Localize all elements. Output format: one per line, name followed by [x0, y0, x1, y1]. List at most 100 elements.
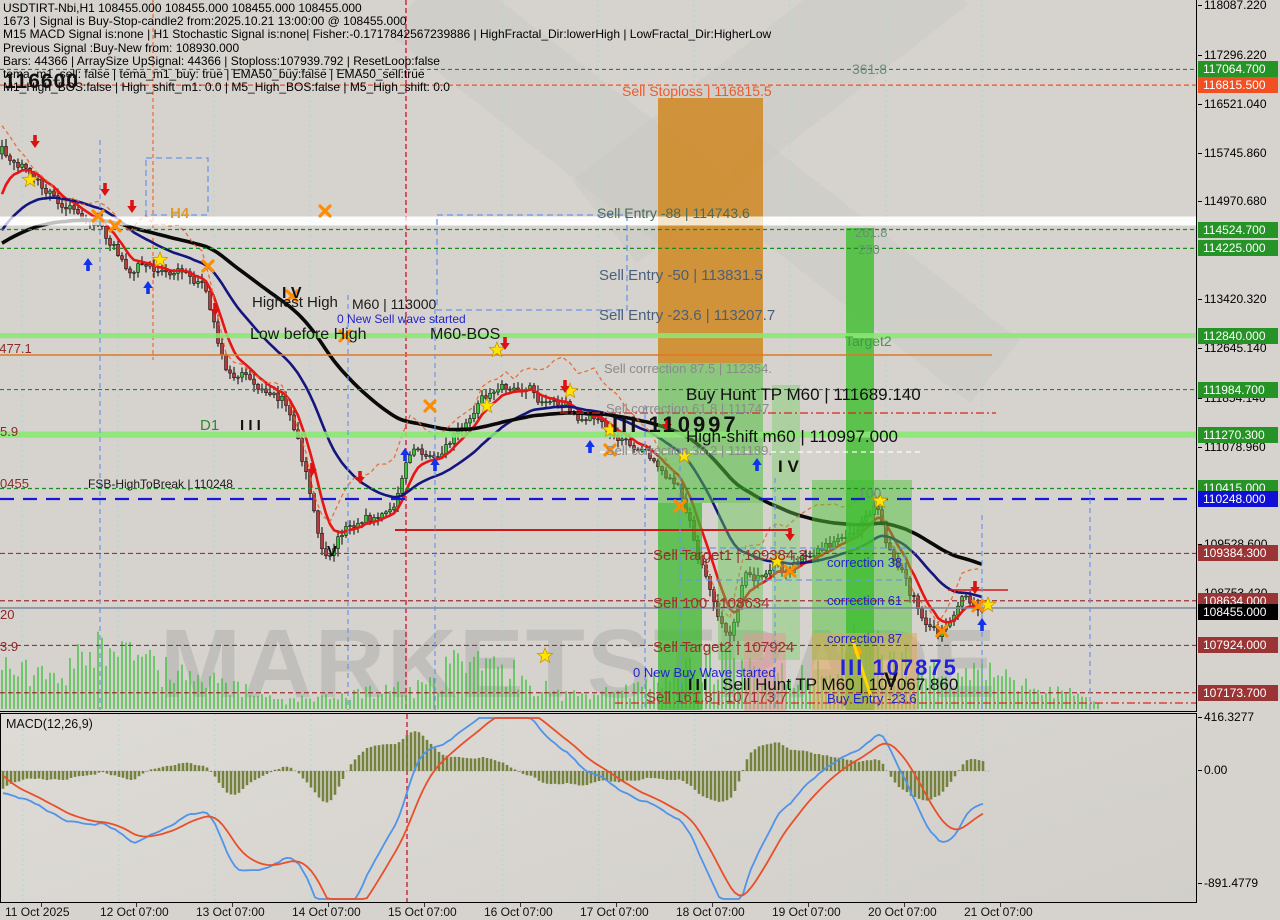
macd-histogram-bar — [817, 754, 821, 771]
info-line: Bars: 44366 | ArraySize UpSignal: 44366 … — [3, 53, 440, 68]
price-axis-badge-red: 109384.300 — [1198, 545, 1278, 562]
macd-histogram-bar — [865, 760, 869, 771]
macd-histogram-bar — [561, 771, 565, 785]
macd-histogram-bar — [545, 771, 549, 784]
macd-histogram-bar — [981, 761, 985, 771]
macd-histogram-bar — [181, 763, 185, 771]
macd-histogram-bar — [69, 771, 73, 778]
info-line: tema_m1_sell: false | tema_m1_buy: true … — [3, 67, 425, 82]
macd-histogram-bar — [517, 771, 521, 772]
info-line: 1673 | Signal is Buy-Stop-candle2 from:2… — [3, 14, 407, 29]
macd-histogram-bar — [565, 771, 569, 784]
macd-histogram-bar — [825, 755, 829, 771]
star-marker — [601, 420, 619, 438]
macd-histogram-bar — [21, 771, 25, 780]
macd-histogram-bar — [729, 771, 733, 798]
macd-histogram-bar — [757, 746, 761, 771]
macd-histogram-bar — [977, 760, 981, 771]
macd-histogram-bar — [401, 738, 405, 771]
buy-arrow-icon — [752, 458, 762, 471]
macd-histogram-bar — [917, 771, 921, 799]
price-axis-badge-green: 117064.700 — [1198, 61, 1278, 78]
macd-histogram-bar — [349, 764, 353, 771]
macd-histogram-bar — [569, 771, 573, 784]
macd-histogram-bar — [253, 771, 257, 780]
macd-histogram-bar — [425, 739, 429, 771]
macd-histogram-bar — [65, 771, 69, 780]
macd-value-axis: 416.3277 0.00 -891.4779 — [1197, 710, 1280, 903]
macd-histogram-bar — [889, 771, 893, 777]
sell-arrow-icon — [307, 463, 317, 476]
macd-histogram-bar — [473, 758, 477, 771]
macd-histogram-bar — [137, 771, 141, 777]
macd-histogram-bar — [933, 771, 937, 797]
macd-histogram-bar — [581, 771, 585, 786]
price-axis-label: 118087.220 — [1198, 0, 1267, 13]
x-marker — [108, 219, 122, 233]
info-line: Previous Signal :Buy-New from: 108930.00… — [3, 40, 240, 55]
macd-histogram-bar — [385, 744, 389, 771]
macd-histogram-bar — [221, 771, 225, 788]
macd-histogram-bar — [465, 758, 469, 771]
x-marker — [673, 499, 687, 513]
star-marker — [675, 446, 693, 464]
star-marker — [536, 646, 554, 664]
macd-histogram-bar — [673, 771, 677, 781]
macd-histogram-bar — [301, 771, 305, 779]
macd-histogram-bar — [205, 767, 209, 771]
macd-histogram-bar — [233, 771, 237, 795]
macd-histogram-bar — [109, 771, 113, 776]
macd-histogram-bar — [117, 771, 121, 777]
signal-markers — [21, 135, 997, 701]
x-marker — [935, 624, 949, 638]
macd-panel[interactable]: MACD(12,26,9) — [0, 713, 1197, 903]
macd-histogram-bar — [481, 756, 485, 771]
macd-histogram-bar — [405, 734, 409, 771]
price-chart-canvas[interactable] — [0, 0, 1197, 712]
big-price-label: 116600 — [4, 70, 79, 93]
macd-histogram-bar — [857, 761, 861, 771]
x-marker — [91, 209, 105, 223]
info-line: M15 MACD Signal is:none | H1 Stochastic … — [3, 27, 772, 42]
macd-histogram-bar — [797, 750, 801, 771]
macd-histogram-bar — [469, 758, 473, 771]
macd-histogram-bar — [409, 732, 413, 771]
macd-histogram-bar — [937, 771, 941, 796]
star-marker — [21, 170, 39, 188]
macd-histogram-bar — [765, 744, 769, 771]
macd-signal-line — [2, 717, 984, 900]
session-separators — [21, 0, 983, 711]
macd-histogram-bar — [93, 771, 97, 775]
macd-histogram-bar — [953, 771, 957, 777]
sell-arrow-icon — [785, 528, 795, 541]
macd-histogram-bar — [869, 760, 873, 771]
macd-histogram-bar — [237, 771, 241, 793]
macd-histogram-bar — [97, 771, 101, 773]
macd-histogram-bar — [477, 757, 481, 771]
buy-arrow-icon — [143, 281, 153, 294]
range-boxes — [99, 140, 1091, 710]
macd-histogram-bar — [897, 771, 901, 788]
main-chart-area[interactable]: MARKETSTRADE H4 Highest High I V M60 | 1130… — [0, 0, 1197, 712]
macd-histogram-bar — [501, 762, 505, 771]
star-marker — [871, 491, 889, 509]
price-axis-badge-hot: 116815.500 — [1198, 77, 1278, 94]
macd-histogram-bar — [965, 760, 969, 771]
price-levels — [0, 68, 1196, 704]
macd-histogram-bar — [961, 764, 965, 771]
macd-histogram-bar — [433, 748, 437, 771]
macd-histogram-bar — [625, 771, 629, 781]
macd-histogram-bar — [621, 771, 625, 782]
macd-histogram-bar — [925, 771, 929, 801]
macd-histogram-bar — [361, 751, 365, 771]
price-axis-label: 111078.960 — [1198, 439, 1266, 455]
macd-histogram-bar — [645, 771, 649, 778]
macd-histogram-bar — [417, 732, 421, 771]
macd-histogram-bar — [265, 771, 269, 774]
time-axis-tick — [328, 903, 329, 907]
macd-histogram-bar — [325, 771, 329, 803]
volume-bars — [1, 625, 1099, 709]
macd-histogram-bar — [877, 760, 881, 771]
time-axis[interactable]: 11 Oct 2025 12 Oct 07:00 13 Oct 07:00 14 Oc… — [0, 903, 1280, 920]
